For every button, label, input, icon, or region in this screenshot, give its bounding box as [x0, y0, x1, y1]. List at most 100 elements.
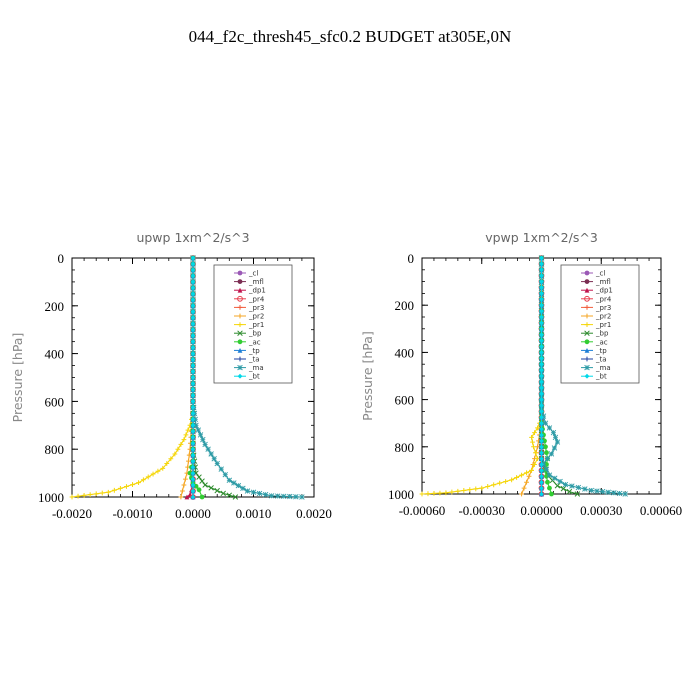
chart1-legend-marker [237, 287, 243, 293]
chart2-series-bt-point [539, 326, 544, 332]
chart2-series-bt-point [539, 320, 544, 326]
chart2-series-ac-point [543, 444, 548, 450]
chart1-series-ma-point [268, 493, 275, 499]
chart2-series-pr1-point [524, 470, 529, 476]
chart2-series-bt-point [539, 308, 544, 314]
chart1-series-bt-point [190, 345, 196, 351]
chart2-ytick-label: 200 [395, 298, 415, 313]
chart1-series-bt-point [190, 381, 196, 386]
chart2-series-ma-point [569, 483, 575, 489]
chart1-series-ma-point [262, 491, 269, 498]
chart1-series-bt-point [190, 470, 196, 476]
figure-title: 044_f2c_thresh45_sfc0.2 BUDGET at305E,0N [189, 27, 512, 46]
chart2-legend-label: _bt [595, 373, 607, 381]
chart2-legend-marker [584, 322, 590, 327]
chart1-series-bt-point [190, 297, 196, 303]
chart2-series-pr1-point [533, 450, 538, 456]
chart1-series-bt-point [190, 476, 196, 482]
chart2-series-bt-point [539, 338, 544, 343]
chart1-series-bt [190, 255, 196, 500]
chart1-series-bt-point [190, 446, 196, 452]
chart1-series-pr1-point [99, 490, 105, 496]
chart1-legend-item: _pr1 [234, 321, 264, 329]
chart1-legend-label: _pr4 [248, 295, 265, 303]
chart1-series-bt-point [190, 452, 196, 458]
chart2-series-ma-point [548, 451, 555, 457]
chart1-legend-marker [237, 270, 243, 276]
chart1-series-pr1-point [175, 446, 181, 452]
chart2-series-ma-point [554, 439, 561, 445]
chart2-series-ma-point [542, 420, 549, 426]
chart2-series-bt-point [539, 344, 544, 349]
chart1-series-bt-point [190, 357, 196, 362]
chart1-series-pr2-point [183, 476, 188, 482]
chart1-series-ma-point [211, 456, 217, 462]
chart1-legend-label: _pr1 [248, 321, 264, 329]
chart1-ytick-label: 0 [58, 251, 65, 266]
chart1-series-pr1-point [69, 494, 75, 500]
chart2-series-bt-point [539, 361, 544, 367]
chart1-legend-item: _bp [234, 330, 262, 338]
chart1-series-bt-point [190, 333, 196, 339]
chart1-ytick-label: 800 [45, 442, 65, 457]
chart1-series-ma-point [222, 471, 228, 478]
chart1-series-ma-point [202, 441, 208, 448]
chart2-ytick-label: 0 [408, 251, 415, 266]
chart2-series-ma-point [540, 460, 547, 467]
chart1-series-bt-point [190, 399, 196, 404]
chart2-series-ma-point [550, 429, 557, 436]
charts-group: upwp 1xm^2/s^3 Pressure [hPa] -0.0020 -0.00… [10, 230, 682, 521]
chart1-xtick-label: 0.0000 [175, 506, 211, 521]
chart1-series-ma-point [274, 493, 281, 499]
chart1-series-bt-point [190, 267, 196, 273]
chart2-legend-label: _pr3 [595, 304, 611, 312]
chart2-series-pr1-point [479, 485, 485, 491]
chart1-series-ma-point [226, 477, 233, 483]
chart2-series-ma-point [551, 445, 558, 451]
chart1-series-bt-point [190, 273, 196, 279]
chart2-legend-marker [584, 313, 590, 319]
chart2-series-bt-point [539, 491, 544, 497]
chart2-legend-item: _bt [581, 373, 607, 381]
chart1-series-ma-point [287, 493, 293, 500]
chart1-series-pr1-point [105, 489, 111, 495]
chart2-series-bp-point [566, 488, 573, 495]
chart1-legend-item: _mfl [234, 278, 264, 286]
chart2-xtick-label: -0.00060 [399, 503, 446, 518]
chart1-legend-item: _dp1 [234, 287, 266, 295]
chart1-series-ma-point [195, 427, 202, 433]
chart1-series-pr1-point [178, 442, 184, 447]
chart2-series-bt-point [539, 438, 544, 444]
chart1-legend-label: _bp [248, 330, 262, 338]
chart1-series-ma-point [208, 451, 214, 457]
chart2-series-bt-point [539, 426, 544, 432]
chart2-series-pr1-point [532, 430, 537, 436]
chart2-series-bt-point [539, 385, 544, 391]
chart1-legend-item: _bt [234, 373, 260, 381]
chart2-ylabel: Pressure [hPa] [360, 331, 375, 421]
chart1-series-pr2-point [178, 494, 184, 500]
chart2-series-bt-point [539, 302, 544, 308]
chart1-series-bt-point [190, 303, 196, 309]
chart1-series-pr1-point [75, 493, 81, 499]
chart1-xtick-label: -0.0020 [52, 506, 92, 521]
chart1-legend-item: _cl [234, 270, 258, 278]
chart1-series-ma-point [197, 432, 204, 438]
chart2-series-ma-point [599, 488, 606, 495]
chart2-series-pr1-point [467, 487, 473, 493]
chart1-legend-label: _pr2 [248, 313, 264, 321]
chart2-legend-marker [584, 330, 590, 336]
chart2-series-bt-point [539, 462, 544, 467]
chart2-series-bt [539, 255, 544, 497]
chart1-legend-label: _mfl [248, 278, 264, 286]
chart2-series-pr1-point [455, 488, 461, 494]
chart2-series-pr1-point [461, 488, 467, 493]
chart1-series-bp-point [208, 485, 214, 491]
chart2-series-bt-point [539, 332, 544, 338]
chart1-series-bp-point [232, 494, 239, 500]
chart2-legend-label: _ta [595, 356, 607, 364]
chart1-legend-marker [237, 313, 243, 319]
chart1-series-bt-point [190, 464, 196, 470]
chart2-series-bt-point [539, 267, 544, 273]
chart2-series-ac-point [544, 450, 549, 456]
